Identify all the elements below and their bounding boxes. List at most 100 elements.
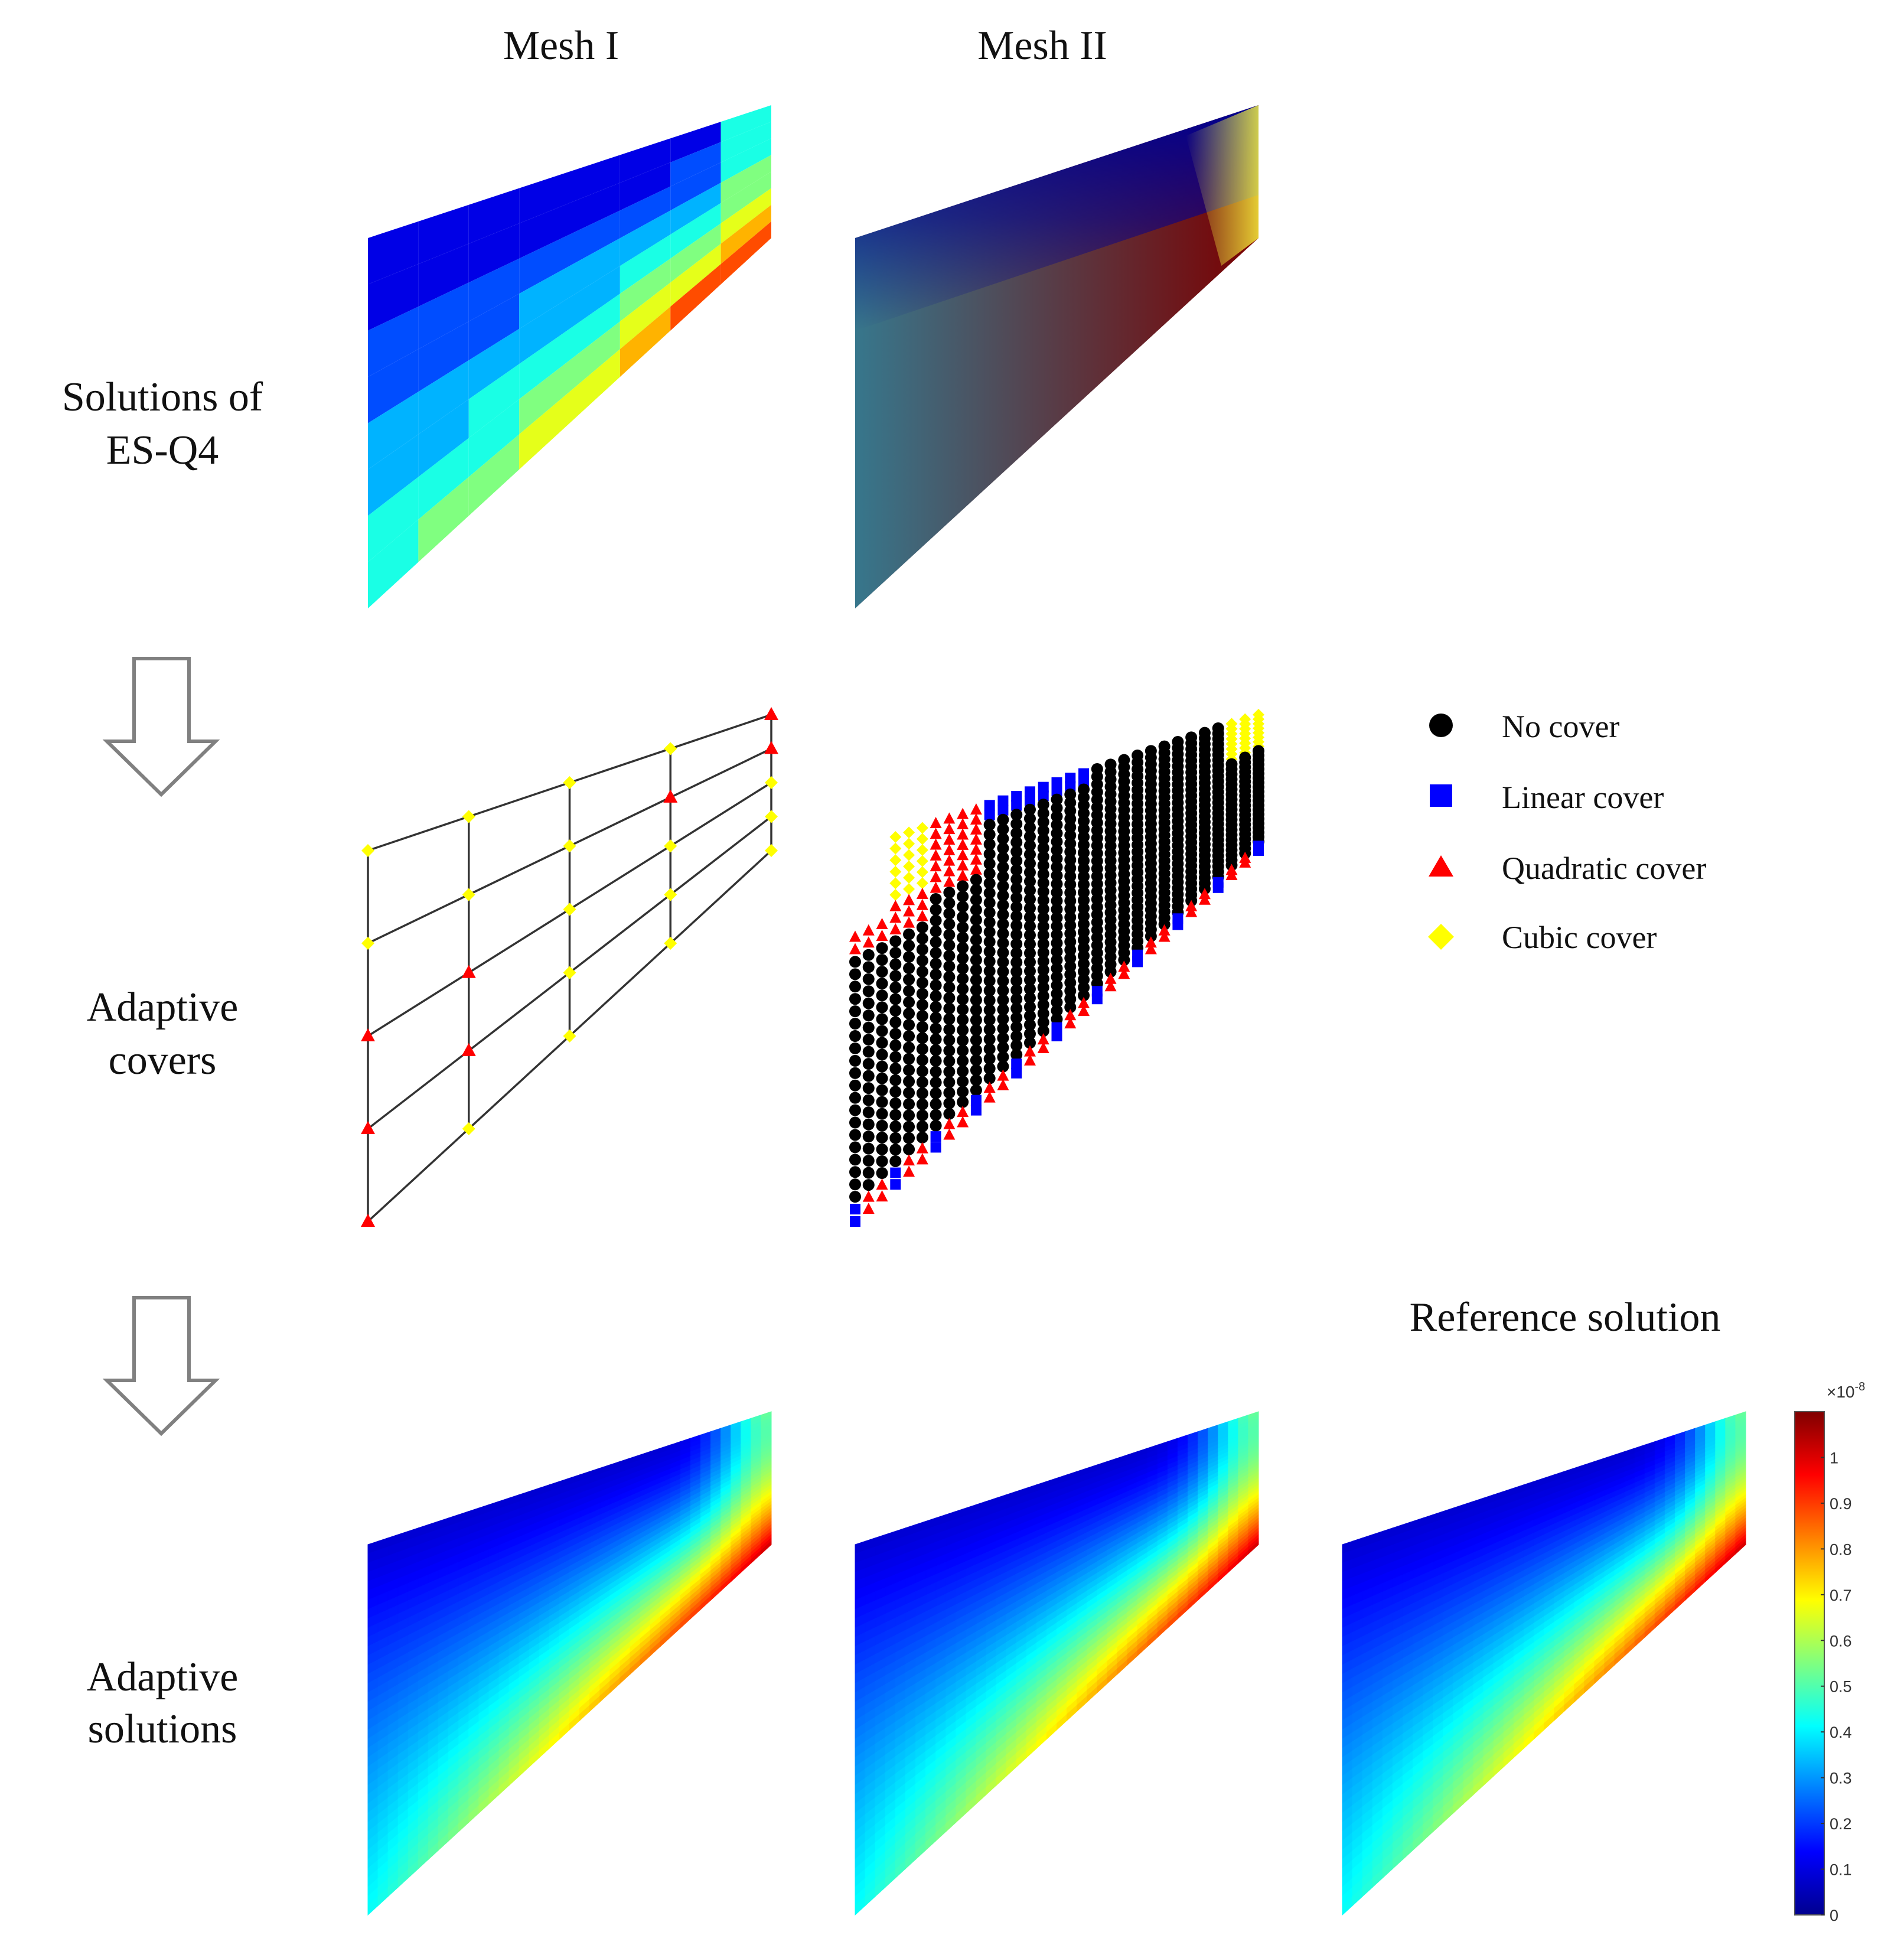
no-cover-marker	[1064, 796, 1077, 809]
no-cover-marker	[889, 1074, 902, 1086]
no-cover-marker	[983, 916, 996, 929]
no-cover-marker	[957, 962, 969, 975]
field-patch	[418, 204, 469, 264]
field-patch	[720, 105, 771, 142]
linear-cover-marker	[930, 1131, 941, 1142]
field-patch	[620, 282, 671, 350]
no-cover-marker	[957, 1055, 969, 1067]
no-cover-marker	[1037, 842, 1049, 854]
no-cover-marker	[943, 887, 956, 899]
linear-cover-marker	[850, 1204, 860, 1215]
field-patch	[620, 162, 671, 211]
field-patch	[720, 155, 771, 203]
quadratic-cover-marker	[1145, 943, 1157, 955]
no-cover-marker	[849, 1166, 861, 1178]
linear-cover-marker	[1011, 800, 1022, 811]
no-cover-marker	[930, 1044, 942, 1056]
no-cover-marker	[997, 1022, 1009, 1035]
quadratic-cover-marker	[1023, 1045, 1036, 1057]
no-cover-marker	[983, 1014, 996, 1026]
no-cover-marker	[1064, 944, 1077, 956]
quadratic-cover-marker	[1118, 968, 1130, 979]
row-label-covers: Adaptive covers	[87, 985, 239, 1083]
no-cover-marker	[983, 975, 996, 987]
field-patch	[569, 349, 620, 424]
no-cover-marker	[1051, 970, 1063, 983]
no-cover-marker	[862, 997, 875, 1009]
field-patch	[620, 234, 671, 294]
no-cover-marker	[957, 921, 969, 934]
no-cover-marker	[997, 899, 1009, 911]
field-patch	[519, 171, 570, 224]
field-patch	[368, 307, 419, 377]
field-patch	[569, 321, 620, 392]
no-cover-marker	[983, 1072, 996, 1084]
no-cover-marker	[957, 1004, 969, 1016]
linear-cover-marker	[984, 809, 995, 820]
no-cover-marker	[1064, 821, 1077, 833]
no-cover-marker	[1023, 812, 1036, 825]
no-cover-marker	[930, 936, 942, 949]
no-cover-marker	[1010, 864, 1023, 877]
no-cover-marker	[1023, 983, 1036, 995]
linear-cover-marker	[890, 1167, 901, 1178]
legend-marker-no-cover	[1429, 714, 1453, 737]
no-cover-marker	[903, 1064, 915, 1076]
field-patch	[519, 266, 570, 329]
no-cover-marker	[1023, 1037, 1036, 1049]
no-cover-marker	[1037, 885, 1049, 898]
no-cover-marker	[1037, 903, 1049, 916]
no-cover-marker	[849, 1054, 861, 1067]
no-cover-marker	[1064, 993, 1077, 1005]
no-cover-marker	[1010, 817, 1023, 830]
no-cover-marker	[983, 819, 996, 831]
no-cover-marker	[1118, 954, 1130, 966]
field-patch	[418, 321, 469, 392]
no-cover-marker	[1023, 992, 1036, 1004]
no-cover-marker	[1037, 1025, 1049, 1037]
field-patch	[569, 294, 620, 360]
no-cover-marker	[916, 1054, 928, 1066]
quadratic-cover-marker	[1064, 1017, 1077, 1029]
no-cover-marker	[1010, 891, 1023, 904]
no-cover-marker	[970, 984, 982, 996]
no-cover-marker	[1051, 793, 1063, 806]
no-cover-marker	[970, 1024, 982, 1036]
no-cover-marker	[1037, 877, 1049, 889]
cover-legend: No cover Linear cover Quadratic cover Cu…	[1428, 709, 1706, 955]
no-cover-marker	[1064, 919, 1077, 931]
field-patch	[368, 392, 419, 470]
field-patch	[670, 162, 721, 211]
linear-cover-marker	[1011, 1058, 1022, 1070]
no-cover-marker	[849, 1067, 861, 1079]
no-cover-marker	[889, 1132, 902, 1144]
no-cover-marker	[997, 861, 1009, 874]
no-cover-marker	[1023, 947, 1036, 959]
quadratic-cover-marker	[764, 741, 778, 754]
no-cover-marker	[1010, 901, 1023, 913]
linear-cover-marker	[1132, 956, 1143, 968]
quadratic-cover-marker	[916, 910, 928, 921]
field-patch	[468, 188, 520, 244]
linear-cover-marker	[970, 1094, 982, 1106]
field-patch	[418, 399, 469, 477]
no-cover-marker	[983, 848, 996, 860]
no-cover-marker	[1023, 956, 1036, 968]
no-cover-marker	[930, 1055, 942, 1067]
no-cover-marker	[970, 1034, 982, 1046]
no-cover-marker	[997, 823, 1009, 835]
quadratic-cover-marker	[876, 1178, 888, 1190]
no-cover-marker	[943, 1076, 956, 1089]
no-cover-marker	[1023, 974, 1036, 986]
no-cover-marker	[876, 1037, 888, 1049]
no-cover-marker	[1023, 1009, 1036, 1022]
linear-cover-marker	[970, 1105, 982, 1116]
field-patch	[620, 307, 671, 377]
no-cover-marker	[1010, 919, 1023, 931]
no-cover-marker	[849, 1030, 861, 1042]
cubic-cover-marker	[462, 888, 475, 901]
no-cover-marker	[1051, 937, 1063, 949]
no-cover-marker	[1051, 911, 1063, 924]
no-cover-marker	[1064, 846, 1077, 858]
cubic-cover-marker	[916, 866, 928, 878]
